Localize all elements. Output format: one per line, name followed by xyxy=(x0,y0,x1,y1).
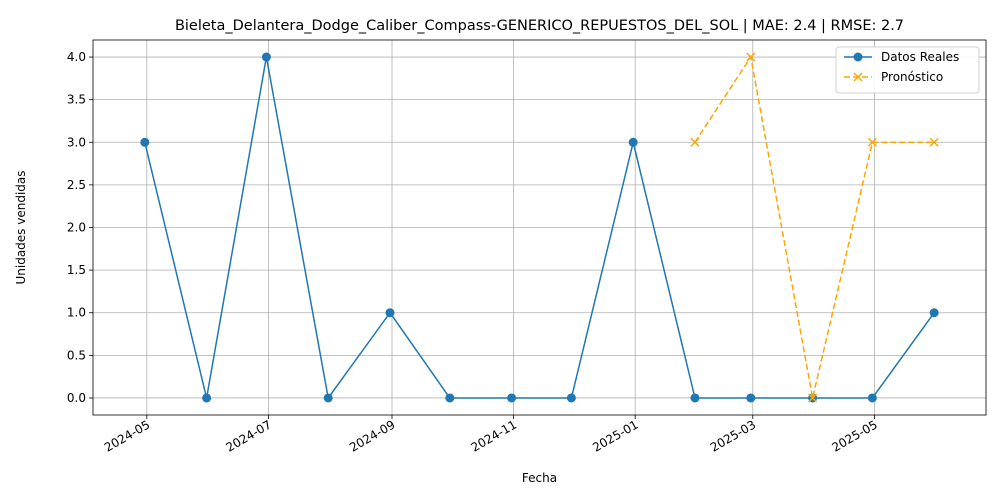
y-tick-label: 0.5 xyxy=(67,348,86,362)
x-tick-label: 2024-11 xyxy=(469,417,519,454)
y-tick-label: 3.0 xyxy=(67,135,86,149)
data-point-real xyxy=(566,393,576,403)
data-point-real xyxy=(202,393,212,403)
data-point-forecast xyxy=(746,52,756,62)
legend-label: Datos Reales xyxy=(881,50,959,64)
x-tick-label: 2025-01 xyxy=(590,417,640,454)
legend-label: Pronóstico xyxy=(881,70,943,84)
x-tick-label: 2024-07 xyxy=(223,417,273,454)
data-point-real xyxy=(140,137,150,147)
data-point-forecast xyxy=(929,137,939,147)
series-layer xyxy=(140,52,939,403)
series-line-pronostico xyxy=(694,55,935,399)
legend-marker-x xyxy=(853,72,863,82)
chart-title: Bieleta_Delantera_Dodge_Caliber_Compass-… xyxy=(175,18,904,34)
data-point-real xyxy=(867,393,877,403)
y-tick-label: 1.5 xyxy=(67,263,86,277)
y-tick-label: 4.0 xyxy=(67,50,86,64)
y-axis-label: Unidades vendidas xyxy=(14,170,28,284)
data-point-real xyxy=(507,393,517,403)
axis-ticks: 0.0 0.5 1.0 1.5 2.0 2.5 3.0 3.5 4.0 2024-05 2024-0… xyxy=(67,50,880,455)
data-point-real xyxy=(746,393,756,403)
data-point-real xyxy=(628,137,638,147)
data-point-forecast xyxy=(690,137,700,147)
data-point-real xyxy=(385,308,395,318)
x-tick-label: 2024-05 xyxy=(102,417,152,454)
data-point-real xyxy=(690,393,700,403)
grid xyxy=(93,40,986,415)
data-point-forecast xyxy=(867,137,877,147)
data-point-real xyxy=(323,393,333,403)
legend-box xyxy=(835,46,980,94)
legend-marker-circle xyxy=(853,52,863,62)
x-tick-label: 2025-03 xyxy=(708,417,758,454)
data-point-forecast xyxy=(808,393,818,403)
x-axis-label: Fecha xyxy=(522,471,557,485)
y-tick-label: 1.0 xyxy=(67,306,86,320)
series-line-datos-reales xyxy=(144,56,935,400)
data-point-real xyxy=(445,393,455,403)
y-tick-label: 2.0 xyxy=(67,221,86,235)
legend: Datos Reales Pronóstico xyxy=(835,46,980,94)
data-point-real xyxy=(929,308,939,318)
y-tick-label: 2.5 xyxy=(67,178,86,192)
y-tick-label: 0.0 xyxy=(67,391,86,405)
data-point-real xyxy=(261,52,271,62)
x-tick-label: 2025-05 xyxy=(829,417,879,454)
x-tick-label: 2024-09 xyxy=(347,417,397,454)
y-tick-label: 3.5 xyxy=(67,93,86,107)
